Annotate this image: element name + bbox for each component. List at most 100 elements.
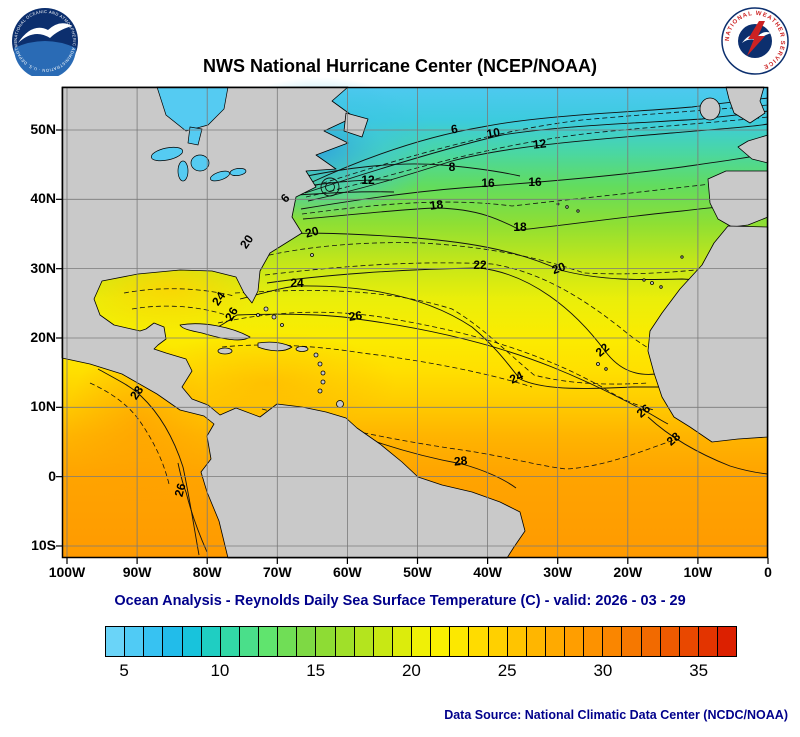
island-cuba [179, 323, 251, 341]
y-axis-tick-label: 50N [30, 121, 56, 137]
map-frame [61, 86, 769, 559]
contour-label: 28 [453, 453, 468, 468]
island-trinidad [336, 400, 344, 408]
island-antilles [317, 361, 323, 367]
island-antilles [320, 370, 326, 376]
colorbar-cell [297, 627, 317, 656]
island-antilles [317, 388, 323, 394]
x-axis-tick-label: 100W [48, 564, 86, 580]
contour-label: 20 [550, 259, 568, 277]
x-axis-tick-label: 20W [613, 564, 643, 580]
colorbar-tick-label: 35 [689, 661, 709, 680]
lake-superior [150, 146, 184, 162]
contour-label: 12 [361, 173, 375, 187]
island-puerto-rico [295, 346, 309, 352]
island-azores [565, 205, 569, 209]
colorbar-cell [354, 627, 374, 656]
colorbar-cell [641, 627, 661, 656]
land-africa [647, 225, 769, 443]
page-title: NWS National Hurricane Center (NCEP/NOAA… [202, 56, 598, 76]
colorbar-cell [450, 627, 470, 656]
x-axis-tick-label: 30W [543, 564, 573, 580]
contour-label: 16 [481, 176, 495, 190]
colorbar-cell [182, 627, 202, 656]
contour-label: 20 [304, 224, 321, 241]
data-source-note: Data Source: National Climatic Data Cent… [444, 708, 788, 722]
contour-label: 26 [348, 308, 363, 324]
contour-label: 16 [528, 175, 542, 189]
colorbar-cell [718, 627, 737, 656]
island-canaries [650, 281, 654, 285]
colorbar-cell [431, 627, 451, 656]
island-jamaica [217, 347, 233, 355]
contour-label: 24 [290, 276, 304, 290]
y-axis-tick-label: 0 [48, 467, 56, 484]
x-axis-tick-label: 80W [192, 564, 222, 580]
colorbar-cell [373, 627, 393, 656]
contour-label: 8 [449, 160, 456, 174]
contour-label: 24 [507, 368, 525, 386]
contour-label: 10 [486, 125, 502, 141]
colorbar-tick-label: 15 [306, 661, 326, 680]
grid-lines [56, 87, 769, 564]
island-antilles [320, 379, 326, 385]
nws-lightning-icon [747, 21, 765, 56]
x-axis-tick-label: 0 [764, 564, 772, 580]
contour-label: 26 [222, 304, 241, 323]
noaa-logo: NATIONAL OCEANIC AND ATMOSPHERIC ADMINIS… [10, 6, 78, 76]
contour-label: 18 [429, 197, 444, 213]
colorbar-cell [278, 627, 298, 656]
island-azores [576, 209, 580, 213]
colorbar-cell [679, 627, 699, 656]
colorbar-cell [163, 627, 183, 656]
colorbar-cell [507, 627, 527, 656]
colorbar-cell [622, 627, 642, 656]
colorbar-cell [412, 627, 432, 656]
map-caption: Ocean Analysis - Reynolds Daily Sea Surf… [114, 593, 686, 609]
colorbar [105, 626, 737, 657]
y-axis-tick-label: 10S [31, 536, 56, 553]
x-axis-tick-label: 90W [122, 564, 152, 580]
colorbar-tick-label: 20 [401, 661, 421, 680]
land-newfoundland [343, 112, 369, 138]
contour-label: 12 [532, 136, 547, 151]
island-bahamas [280, 323, 284, 327]
sst-contours-solid [97, 97, 769, 556]
land-england [725, 86, 766, 124]
colorbar-cell [201, 627, 221, 656]
noaa-logo-ocean [14, 41, 76, 76]
island-canaries [659, 285, 663, 289]
colorbar-cell [335, 627, 355, 656]
contour-label: 6 [450, 122, 459, 137]
y-axis-tick-label: 30N [30, 259, 56, 276]
james-bay [187, 126, 203, 146]
colorbar-cell [392, 627, 412, 656]
colorbar-cell [488, 627, 508, 656]
colorbar-cell [603, 627, 623, 656]
colorbar-tick-label: 10 [210, 661, 230, 680]
island-canaries [642, 278, 646, 282]
colorbar-cell [316, 627, 336, 656]
x-axis-tick-label: 60W [332, 564, 362, 580]
island-bermuda [310, 253, 314, 257]
island-madeira [680, 255, 684, 259]
map-area: 6 10 12 8 12 6 16 16 18 18 20 20 20 22 22 24 24 24 26 26 26 2… [56, 77, 769, 564]
colorbar-tick-label: 25 [497, 661, 517, 680]
island-bahamas [263, 306, 269, 312]
island-cape-verde [596, 362, 600, 366]
contour-label: 18 [513, 220, 527, 234]
colorbar-cell [220, 627, 240, 656]
colorbar-cell [469, 627, 489, 656]
island-bahamas [256, 313, 260, 317]
lake-ontario [229, 168, 247, 176]
lake-michigan [177, 160, 189, 182]
colorbar-cell [259, 627, 279, 656]
colorbar-cell [545, 627, 565, 656]
x-axis-tick-label: 70W [262, 564, 292, 580]
land-ireland [699, 97, 721, 121]
x-axis-tick-label: 40W [473, 564, 502, 580]
colorbar-cell [144, 627, 164, 656]
land-americas [61, 86, 526, 559]
